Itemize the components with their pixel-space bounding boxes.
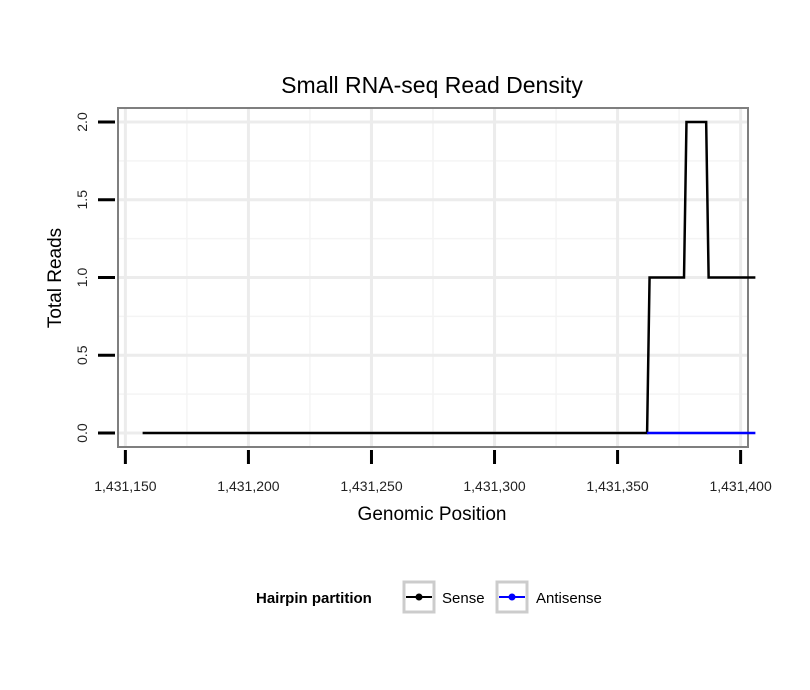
- x-axis-title: Genomic Position: [358, 504, 507, 525]
- legend-label-sense: Sense: [442, 590, 485, 607]
- x-tick-label: 1,431,400: [709, 478, 771, 494]
- x-tick-label: 1,431,350: [586, 478, 648, 494]
- x-axis: 1,431,150 1,431,200 1,431,250 1,431,300 1,43…: [94, 450, 772, 494]
- legend-label-antisense: Antisense: [536, 590, 602, 607]
- x-tick-label: 1,431,300: [463, 478, 525, 494]
- legend-key-sense-dot: [415, 593, 423, 601]
- chart-title: Small RNA-seq Read Density: [281, 72, 583, 98]
- series-line-sense: [142, 120, 756, 435]
- legend-title: Hairpin partition: [256, 590, 372, 607]
- legend: Hairpin partition Sense Antisense: [256, 580, 602, 614]
- y-tick-label: 0.5: [74, 345, 90, 365]
- y-tick-label: 0.0: [74, 423, 90, 443]
- x-tick-label: 1,431,250: [340, 478, 402, 494]
- y-axis: 0.0 0.5 1.0 1.5 2.0: [74, 112, 115, 443]
- y-axis-title: Total Reads: [45, 228, 66, 328]
- x-tick-label: 1,431,200: [217, 478, 279, 494]
- y-tick-label: 2.0: [74, 112, 90, 132]
- grid: [118, 108, 748, 447]
- y-tick-label: 1.0: [74, 268, 90, 288]
- legend-key-antisense-dot: [508, 593, 516, 601]
- x-tick-label: 1,431,150: [94, 478, 156, 494]
- series-layer: [142, 120, 756, 435]
- y-tick-label: 1.5: [74, 190, 90, 210]
